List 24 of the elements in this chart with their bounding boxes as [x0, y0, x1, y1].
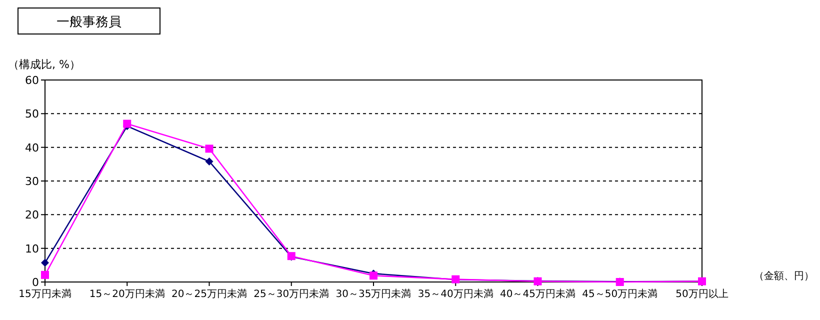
ytick: 40 [25, 141, 39, 154]
xtick: 40～45万円未満 [500, 289, 576, 300]
ytick: 10 [25, 242, 39, 256]
xtick: 20～25万円未満 [172, 289, 247, 300]
xtick: 30～35万円未満 [336, 289, 412, 300]
ytick: 60 [25, 74, 39, 87]
xtick: 25～30万円未満 [254, 289, 330, 300]
point [41, 258, 49, 267]
xtick: 45～50万円未満 [582, 289, 658, 300]
ytick: 0 [32, 276, 39, 289]
xtick: 50万円以上 [676, 289, 728, 300]
xtick: 15万円未満 [18, 289, 72, 300]
ytick: 30 [25, 175, 39, 188]
point [41, 270, 49, 279]
xtick: 35～40万円未満 [418, 289, 494, 300]
point [123, 120, 132, 128]
point [205, 157, 214, 166]
xtick: 15～20万円未満 [89, 289, 165, 300]
ytick: 20 [25, 208, 39, 222]
title: 一般事務員 [56, 15, 122, 30]
ylabel: （構成比, %） [8, 58, 80, 71]
xlabel: （金額、円） [754, 271, 814, 282]
ytick: 50 [25, 108, 39, 121]
point [205, 144, 214, 153]
